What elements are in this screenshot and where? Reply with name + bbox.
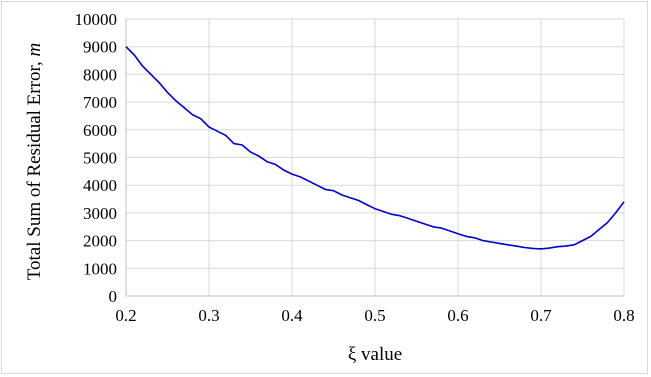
y-tick-label: 8000 [83,65,117,84]
y-tick-label: 4000 [83,176,117,195]
y-tick-label: 1000 [83,259,117,278]
y-tick-label: 5000 [83,149,117,168]
axes [125,19,624,297]
series-layer [125,46,625,250]
x-tick-label: 0.5 [364,306,385,325]
grid-lines [126,18,625,296]
x-tick-label: 0.8 [613,306,634,325]
x-tick-label: 0.2 [115,306,136,325]
x-tick-label: 0.4 [281,306,303,325]
series-line [125,46,625,250]
x-tick-label: 0.6 [447,306,468,325]
tick-labels: 0.2 0.3 0.4 0.5 0.6 0.7 0.8 0 1000 2000 3000 4000 50… [75,10,635,325]
x-tick-label: 0.7 [530,306,552,325]
y-tick-label: 3000 [83,204,117,223]
y-tick-label: 2000 [83,232,117,251]
y-tick-label: 0 [109,287,118,306]
y-tick-label: 6000 [83,121,117,140]
y-tick-label: 10000 [75,10,118,29]
y-axis-title-main: Total Sum of Residual Error, [24,56,45,280]
x-axis-title: ξ value [348,344,402,365]
y-tick-label: 7000 [83,93,117,112]
y-axis-title: Total Sum of Residual Error, m [24,43,45,281]
x-tick-label: 0.3 [198,306,219,325]
y-tick-label: 9000 [83,38,117,57]
y-axis-title-unit: m [24,43,45,57]
